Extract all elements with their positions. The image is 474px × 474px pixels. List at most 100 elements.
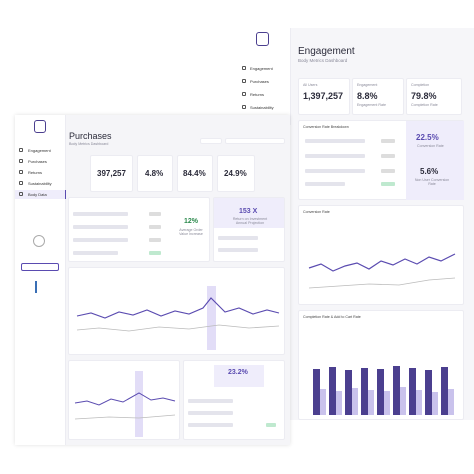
tag [381, 154, 395, 158]
nav-item[interactable]: Engagement [28, 148, 51, 153]
filter[interactable] [200, 138, 222, 144]
kpi-card: 397,257 [90, 155, 133, 192]
icon [19, 192, 23, 196]
line [74, 392, 176, 406]
nav-item[interactable]: Returns [28, 170, 43, 175]
line-chart [76, 286, 280, 350]
date-filter[interactable] [225, 138, 285, 144]
aov-value: 12% [184, 218, 199, 225]
kpi-card: 24.9% [217, 155, 255, 192]
card-title: Conversion Rate [303, 210, 330, 214]
icon [242, 105, 246, 109]
highlight [207, 286, 216, 350]
nav-item[interactable]: Sustainability [28, 181, 52, 186]
kpi-card: Engagement 8.8% Engagement Rate [352, 78, 404, 115]
nonuser-label: Non User Conversion Rate [414, 178, 450, 186]
logo [34, 120, 46, 133]
nav-item[interactable]: Returns [250, 92, 265, 97]
button[interactable] [21, 263, 59, 271]
breakdown-card: Conversion Rate Breakdown 22.5% Conversi… [298, 120, 464, 200]
active-nav [15, 190, 66, 199]
line [308, 277, 456, 289]
chart-card [68, 360, 180, 440]
kpi-value: 24.9% [224, 169, 247, 178]
tag [381, 169, 395, 173]
nav-item[interactable]: Engagement [250, 66, 273, 71]
icon [19, 170, 23, 174]
nonuser-value: 5.6% [420, 167, 439, 176]
roi-detail-card: 23.2% [183, 360, 285, 440]
row [218, 236, 258, 240]
kpi-card: 4.8% [137, 155, 173, 192]
row [305, 154, 365, 158]
kpi-card: All Users 1,397,257 [298, 78, 350, 115]
kpi-value: 79.8% [411, 91, 437, 101]
row [188, 399, 233, 403]
kpi-value: 8.8% [357, 91, 378, 101]
roi-label: Return on Investment Annual Projection [232, 217, 268, 225]
kpi-sub: Completion Rate [411, 103, 438, 107]
nav-item[interactable]: Purchases [250, 79, 269, 84]
kpi-card: 84.4% [177, 155, 213, 192]
tag [266, 423, 276, 427]
icon [19, 159, 23, 163]
line [308, 253, 456, 272]
kpi-label: All Users [303, 83, 318, 87]
aov-card: 12% Average Order Value Increase [68, 197, 210, 262]
line [76, 324, 280, 332]
tag [149, 225, 161, 229]
conversion-value: 22.5% [416, 133, 439, 142]
row [188, 423, 233, 427]
front-sidebar: Engagement Purchases Returns Sustainabil… [15, 115, 66, 445]
aov-label: Average Order Value Increase [179, 228, 203, 236]
kpi-value: 84.4% [183, 169, 206, 178]
roi-panel [214, 198, 284, 228]
row [73, 238, 128, 242]
nav-item[interactable]: Purchases [28, 159, 47, 164]
row [188, 411, 233, 415]
row [305, 169, 365, 173]
line [74, 414, 176, 420]
roi-card: 153 X Return on Investment Annual Projec… [213, 197, 285, 262]
page-title: Purchases [69, 131, 112, 141]
logo [256, 32, 269, 46]
row [305, 139, 365, 143]
kpi-value: 4.8% [145, 169, 164, 178]
highlight [135, 371, 143, 437]
icon [242, 79, 246, 83]
chart-card [68, 267, 285, 355]
avatar [33, 235, 45, 247]
kpi-label: Completion [411, 83, 430, 87]
card-title: Conversion Rate Breakdown [303, 125, 349, 129]
highlight-panel [406, 121, 464, 200]
line-chart [308, 253, 456, 289]
nav-item[interactable]: Sustainability [250, 105, 274, 110]
panel [214, 365, 264, 387]
page-subtitle: Body Metrics Dashboard [69, 142, 109, 146]
kpi-value: 1,397,257 [303, 91, 344, 101]
page-subtitle: Body Metrics Dashboard [298, 58, 348, 63]
tag [149, 251, 161, 255]
kpi-label: Engagement [357, 83, 378, 87]
chart-card: Completion Rate & Add to Cart Rate [298, 310, 464, 420]
chart-card: Conversion Rate [298, 205, 464, 305]
row [305, 182, 345, 186]
row [73, 212, 128, 216]
tag [381, 139, 395, 143]
back-sidebar: Engagement Purchases Returns Sustainabil… [237, 28, 291, 125]
kpi-value: 397,257 [97, 169, 126, 178]
tag [381, 182, 395, 186]
page-title: Engagement [298, 46, 355, 57]
nav-item[interactable]: Body Data [28, 192, 47, 197]
line [76, 297, 280, 319]
tag [149, 212, 161, 216]
bar-chart [313, 366, 454, 415]
brand-mark [35, 281, 43, 293]
row [73, 225, 128, 229]
kpi-sub: Engagement Rate [357, 103, 386, 107]
row [73, 251, 118, 255]
row [218, 248, 258, 252]
bottom-value: 23.2% [228, 369, 248, 376]
icon [242, 66, 246, 70]
